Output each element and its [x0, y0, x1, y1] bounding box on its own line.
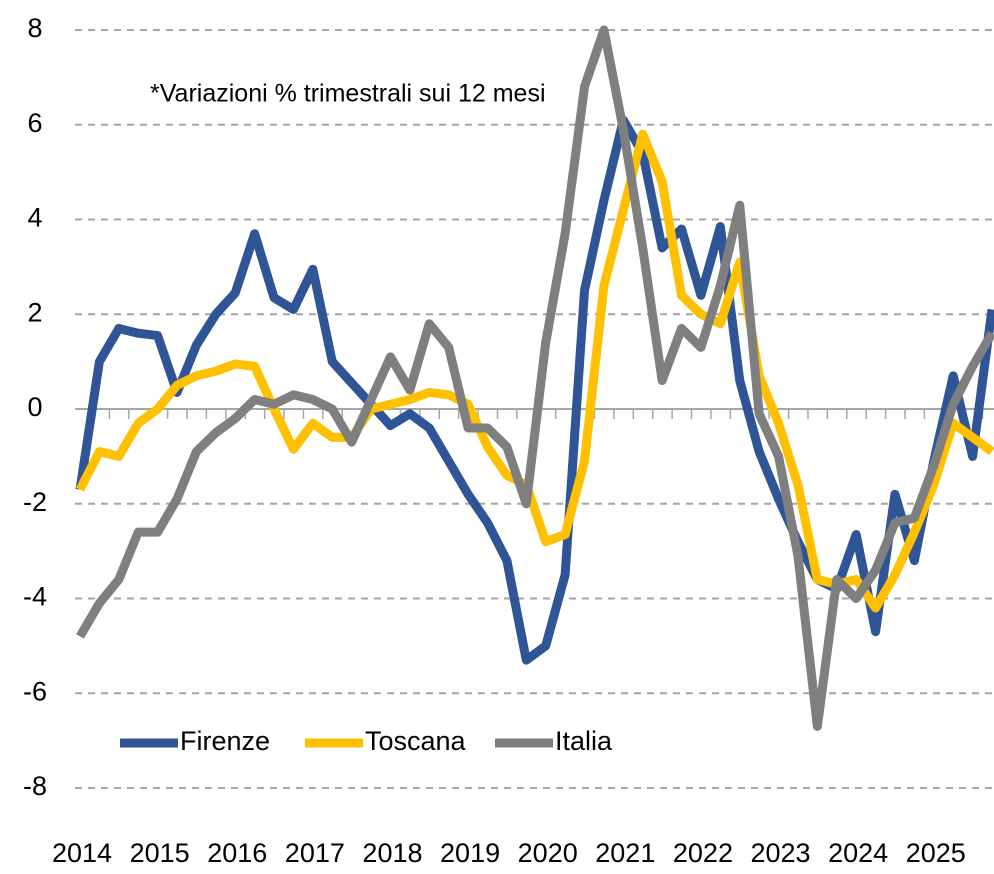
x-tick-label: 2019 [440, 838, 500, 868]
x-tick-label: 2018 [362, 838, 422, 868]
legend-label: Italia [555, 726, 613, 756]
legend-label: Toscana [365, 726, 467, 756]
y-tick-label: 0 [27, 392, 42, 422]
y-tick-label: -2 [23, 487, 47, 517]
legend-label: Firenze [180, 726, 270, 756]
x-tick-label: 2020 [518, 838, 578, 868]
y-tick-label: 4 [27, 203, 42, 233]
x-tick-label: 2017 [285, 838, 345, 868]
x-tick-label: 2016 [207, 838, 267, 868]
x-tick-label: 2022 [673, 838, 733, 868]
annotation: *Variazioni % trimestrali sui 12 mesi [150, 80, 546, 108]
y-tick-label: -4 [23, 582, 47, 612]
y-tick-label: 2 [27, 297, 42, 327]
y-tick-label: -8 [23, 771, 47, 801]
y-tick-label: 8 [27, 13, 42, 43]
y-tick-label: -6 [23, 676, 47, 706]
x-tick-label: 2023 [751, 838, 811, 868]
series-line [76, 25, 994, 731]
x-tick-label: 2021 [595, 838, 655, 868]
x-tick-label: 2015 [130, 838, 190, 868]
y-tick-label: 6 [27, 108, 42, 138]
x-tick-label: 2025 [906, 838, 966, 868]
x-tick-label: 2014 [52, 838, 112, 868]
x-tick-label: 2024 [828, 838, 888, 868]
